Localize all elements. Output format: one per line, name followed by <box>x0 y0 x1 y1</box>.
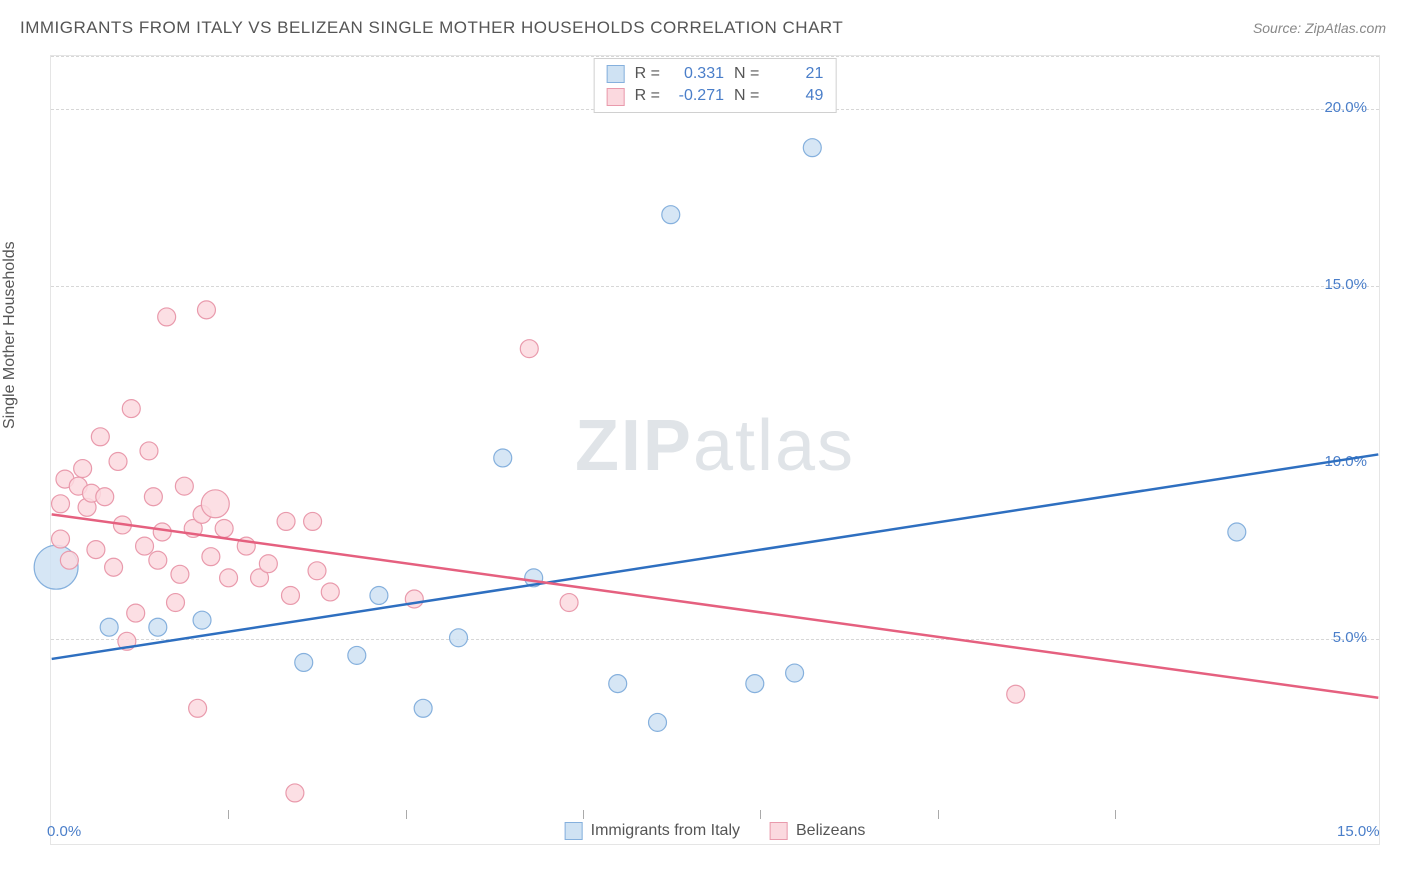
stat-r-label: R = <box>635 63 660 85</box>
swatch-belize <box>607 88 625 106</box>
legend-item-italy: Immigrants from Italy <box>565 822 740 840</box>
chart-area: 20.0% 15.0% 10.0% 5.0% 0.0% 15.0% ZIPatl… <box>50 55 1380 845</box>
source-label: Source: ZipAtlas.com <box>1253 20 1386 36</box>
legend-label-belize: Belizeans <box>796 822 865 840</box>
legend-label-italy: Immigrants from Italy <box>591 822 740 840</box>
title-bar: IMMIGRANTS FROM ITALY VS BELIZEAN SINGLE… <box>20 18 1386 38</box>
swatch-italy <box>607 65 625 83</box>
stat-n-italy: 21 <box>769 63 823 85</box>
legend-item-belize: Belizeans <box>770 822 865 840</box>
scatter-plot <box>51 56 1379 844</box>
y-axis-label: Single Mother Households <box>1 241 19 429</box>
stat-n-label: N = <box>734 85 759 107</box>
swatch-italy <box>565 822 583 840</box>
stats-row-italy: R = 0.331 N = 21 <box>607 63 824 85</box>
stat-r-italy: 0.331 <box>670 63 724 85</box>
stats-box: R = 0.331 N = 21 R = -0.271 N = 49 <box>594 58 837 113</box>
stat-n-label: N = <box>734 63 759 85</box>
stat-n-belize: 49 <box>769 85 823 107</box>
chart-title: IMMIGRANTS FROM ITALY VS BELIZEAN SINGLE… <box>20 18 843 38</box>
stat-r-label: R = <box>635 85 660 107</box>
bottom-legend: Immigrants from Italy Belizeans <box>565 822 866 840</box>
swatch-belize <box>770 822 788 840</box>
stats-row-belize: R = -0.271 N = 49 <box>607 85 824 107</box>
stat-r-belize: -0.271 <box>670 85 724 107</box>
